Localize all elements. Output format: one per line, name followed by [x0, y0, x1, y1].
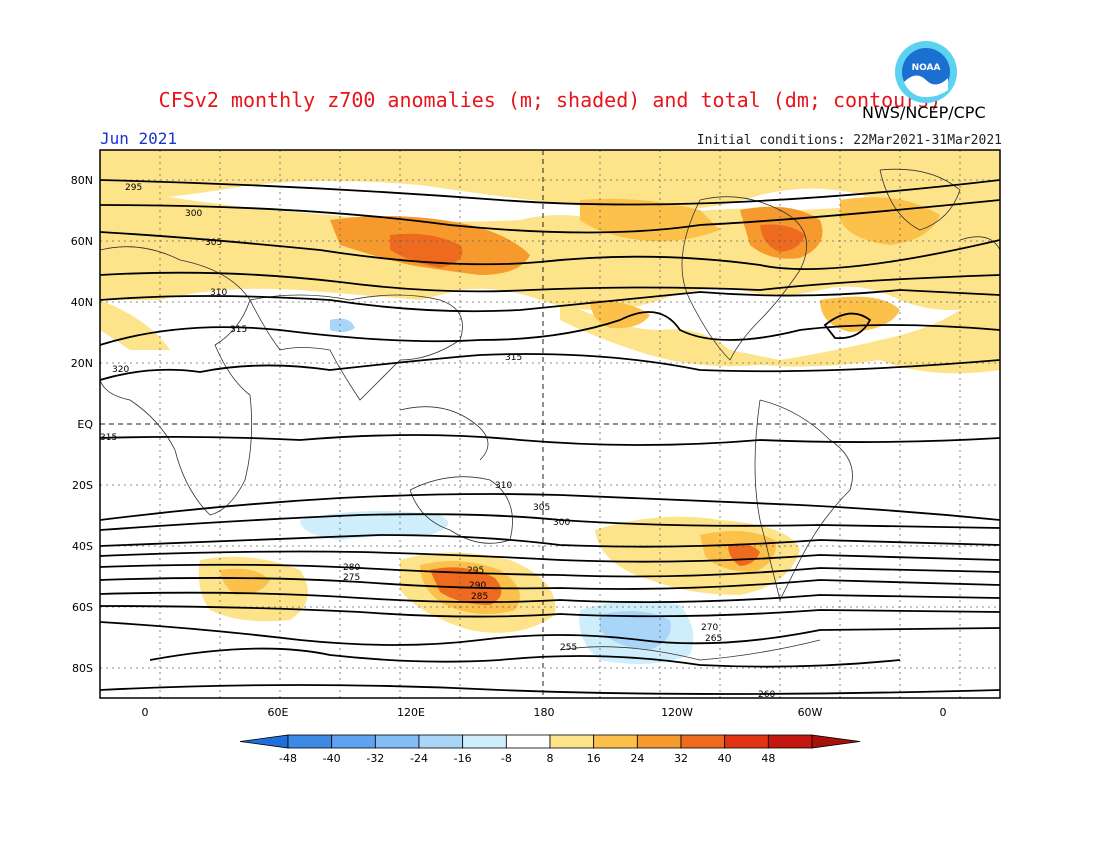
lon-label: 60W — [798, 706, 823, 719]
noaa-logo-icon: NOAA — [895, 41, 957, 103]
colorbar-swatch — [287, 734, 333, 749]
colorbar-swatch — [767, 734, 813, 749]
colorbar-tick-label: -48 — [279, 752, 297, 765]
contour-label: 260 — [758, 690, 775, 700]
month-label: Jun 2021 — [100, 129, 178, 148]
longitude-labels: 0 60E 120E 180 120W 60W 0 — [142, 706, 947, 719]
colorbar-swatch — [636, 734, 682, 749]
logo-text: NOAA — [912, 63, 941, 73]
colorbar-tick-label: -8 — [501, 752, 512, 765]
contour-label: 275 — [343, 573, 360, 583]
contour-label: 305 — [205, 238, 222, 248]
contour-label: 285 — [471, 592, 488, 602]
colorbar-tick-label: 8 — [547, 752, 554, 765]
lat-label: 20S — [72, 479, 93, 492]
contour-label: 255 — [560, 643, 577, 653]
colorbar: -48 -40 -32 -24 -16 -8 8 16 24 32 40 48 — [239, 734, 861, 765]
colorbar-swatch — [462, 734, 507, 749]
colorbar-swatch — [505, 734, 551, 749]
latitude-labels: 80N 60N 40N 20N EQ 20S 40S 60S 80S — [71, 174, 94, 675]
colorbar-tick-label: 16 — [587, 752, 601, 765]
colorbar-tick-label: 40 — [718, 752, 732, 765]
lat-label: 80N — [71, 174, 93, 187]
lat-label: 60S — [72, 601, 93, 614]
colorbar-swatch — [331, 734, 376, 749]
contour-label: 315 — [230, 325, 247, 335]
colorbar-tick-label: -24 — [410, 752, 428, 765]
lon-label: 0 — [940, 706, 947, 719]
colorbar-tick-label: -32 — [366, 752, 384, 765]
colorbar-swatch — [418, 734, 464, 749]
colorbar-arrow-high — [811, 734, 861, 749]
lat-label: 40S — [72, 540, 93, 553]
contour-label: 290 — [469, 581, 486, 591]
contour-label: 270 — [701, 623, 718, 633]
lat-label: 80S — [72, 662, 93, 675]
contour-label: 300 — [185, 209, 202, 219]
colorbar-swatch — [724, 734, 769, 749]
colorbar-tick-label: 32 — [674, 752, 688, 765]
lon-label: 120W — [661, 706, 693, 719]
lat-label: 40N — [71, 296, 93, 309]
lon-label: 60E — [268, 706, 289, 719]
coastlines — [100, 168, 1000, 661]
map-frame — [99, 149, 1001, 699]
lon-label: 180 — [534, 706, 555, 719]
lat-label: EQ — [77, 418, 93, 431]
equator-dateline — [100, 150, 1000, 698]
colorbar-arrow-low — [239, 734, 289, 749]
colorbar-swatch — [593, 734, 638, 749]
lon-label: 0 — [142, 706, 149, 719]
contour-labels: 295 300 305 310 315 320 315 315 310 305 … — [100, 183, 775, 700]
contour-label: 305 — [533, 503, 550, 513]
colorbar-swatch — [680, 734, 726, 749]
agency-label: NWS/NCEP/CPC — [862, 103, 986, 122]
contour-label: 295 — [125, 183, 142, 193]
contour-label: 315 — [100, 433, 117, 443]
lon-label: 120E — [397, 706, 425, 719]
contour-label: 300 — [553, 518, 570, 528]
colorbar-tick-label: 24 — [630, 752, 644, 765]
contour-label: 320 — [112, 365, 129, 375]
chart-title: CFSv2 monthly z700 anomalies (m; shaded)… — [158, 88, 942, 112]
anomaly-shading — [100, 150, 1000, 664]
initial-conditions-label: Initial conditions: 22Mar2021-31Mar2021 — [696, 133, 1002, 148]
colorbar-tick-label: -16 — [454, 752, 472, 765]
colorbar-tick-label: 48 — [761, 752, 775, 765]
contour-label: 310 — [495, 481, 512, 491]
lat-label: 20N — [71, 357, 93, 370]
contour-label: 310 — [210, 288, 227, 298]
colorbar-swatch — [374, 734, 420, 749]
contour-label: 280 — [343, 563, 360, 573]
colorbar-swatch — [549, 734, 595, 749]
contour-label: 265 — [705, 634, 722, 644]
height-contours — [100, 179, 1000, 695]
colorbar-tick-label: -40 — [323, 752, 341, 765]
contour-label: 315 — [505, 353, 522, 363]
lat-label: 60N — [71, 235, 93, 248]
contour-label: 295 — [467, 566, 484, 576]
